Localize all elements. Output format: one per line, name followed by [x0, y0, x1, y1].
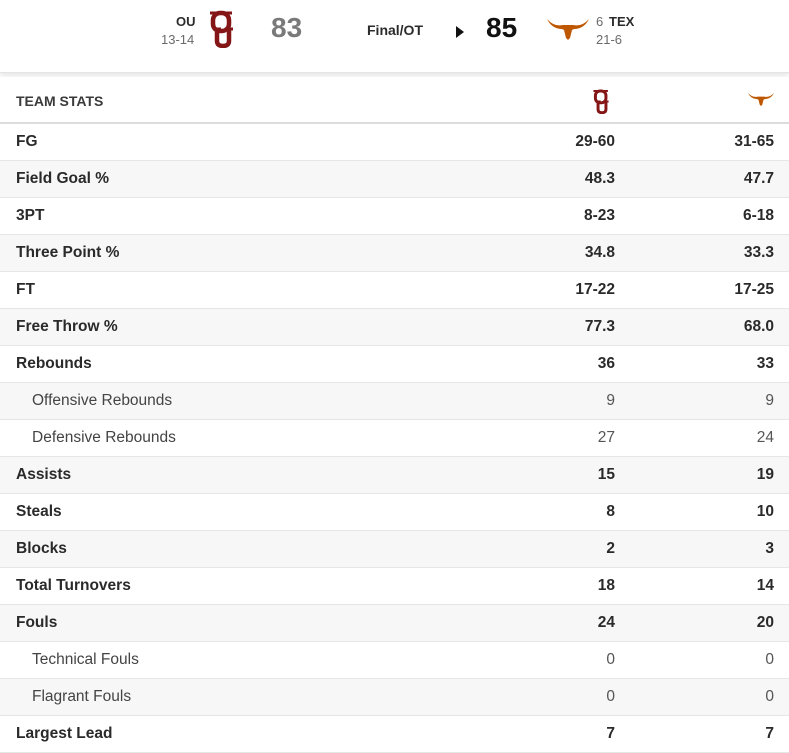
- stat-value-tex: 0: [765, 688, 774, 705]
- stat-row: 3PT 8-23 6-18: [0, 198, 789, 235]
- winner-arrow-icon: [456, 25, 464, 43]
- stat-row: Assists 15 19: [0, 457, 789, 494]
- stat-value-ou: 9: [606, 392, 615, 409]
- stat-value-tex: 47.7: [743, 170, 774, 187]
- stat-label: Flagrant Fouls: [32, 688, 132, 705]
- stat-value-ou: 27: [597, 429, 615, 446]
- game-status: Final/OT: [367, 22, 423, 38]
- stat-value-tex: 9: [765, 392, 774, 409]
- longhorn-logo-icon[interactable]: [546, 16, 590, 45]
- stat-value-ou: 0: [606, 688, 615, 705]
- scoreboard: OU 13-14 83 Final/OT 85 6 TEX 21-6: [0, 0, 789, 73]
- stat-label: Largest Lead: [16, 725, 113, 742]
- stat-value-ou: 34.8: [584, 244, 615, 261]
- home-team-rank: 6: [596, 14, 604, 29]
- stat-row: Blocks 2 3: [0, 531, 789, 568]
- stat-row: Steals 8 10: [0, 494, 789, 531]
- stat-value-tex: 3: [765, 540, 774, 557]
- stat-value-tex: 33.3: [743, 244, 774, 261]
- stat-row: Field Goal % 48.3 47.7: [0, 161, 789, 198]
- stat-label: Three Point %: [16, 244, 120, 261]
- stat-label: Assists: [16, 466, 72, 483]
- stat-value-tex: 17-25: [734, 281, 774, 298]
- stat-label: Field Goal %: [16, 170, 110, 187]
- stat-value-tex: 68.0: [743, 318, 774, 335]
- stat-label: Defensive Rebounds: [32, 429, 176, 446]
- stat-row: Flagrant Fouls 0 0: [0, 679, 789, 716]
- stat-label: Offensive Rebounds: [32, 392, 173, 409]
- stat-value-ou: 0: [606, 651, 615, 668]
- stat-label: Rebounds: [16, 355, 92, 372]
- stat-value-tex: 24: [756, 429, 774, 446]
- stat-row: Fouls 24 20: [0, 605, 789, 642]
- stat-label: 3PT: [16, 207, 45, 224]
- stat-value-ou: 77.3: [584, 318, 615, 335]
- stat-value-tex: 19: [756, 466, 774, 483]
- stat-value-ou: 18: [597, 577, 615, 594]
- away-team-abbr[interactable]: OU: [176, 14, 196, 29]
- stat-value-ou: 24: [597, 614, 615, 631]
- stat-value-tex: 33: [756, 355, 774, 372]
- stat-value-ou: 29-60: [575, 133, 615, 150]
- stat-value-tex: 20: [756, 614, 774, 631]
- home-team-record: 21-6: [596, 32, 623, 47]
- stat-value-ou: 15: [597, 466, 615, 483]
- stat-row: Three Point % 34.8 33.3: [0, 235, 789, 272]
- stat-value-ou: 8-23: [583, 207, 615, 224]
- home-score: 85: [486, 12, 518, 43]
- stat-label: FG: [16, 133, 38, 150]
- stat-value-ou: 36: [597, 355, 615, 372]
- stat-row: Largest Lead 7 7: [0, 716, 789, 753]
- stat-value-ou: 8: [606, 503, 615, 520]
- team-stats-title: TEAM STATS: [16, 93, 104, 109]
- stat-label: Blocks: [16, 540, 67, 557]
- stat-value-tex: 0: [765, 651, 774, 668]
- stat-rows: FG 29-60 31-65 Field Goal % 48.3 47.7 3PT 8-23 6…: [0, 124, 789, 753]
- longhorn-logo-icon: [747, 91, 775, 111]
- stat-row: Defensive Rebounds 27 24: [0, 420, 789, 457]
- stat-row: Offensive Rebounds 9 9: [0, 383, 789, 420]
- stat-value-ou: 7: [606, 725, 615, 742]
- stat-value-tex: 31-65: [734, 133, 774, 150]
- stat-label: Free Throw %: [16, 318, 118, 335]
- stat-value-tex: 7: [765, 725, 774, 742]
- stat-value-ou: 17-22: [575, 281, 615, 298]
- stat-row: Total Turnovers 18 14: [0, 568, 789, 605]
- home-team-abbr[interactable]: TEX: [609, 14, 635, 29]
- stat-row: Rebounds 36 33: [0, 346, 789, 383]
- away-score: 83: [271, 12, 303, 43]
- stat-value-tex: 10: [756, 503, 774, 520]
- stat-value-ou: 2: [606, 540, 615, 557]
- stat-label: Fouls: [16, 614, 58, 631]
- stat-row: Free Throw % 77.3 68.0: [0, 309, 789, 346]
- stat-label: Technical Fouls: [32, 651, 139, 668]
- stat-row: FG 29-60 31-65: [0, 124, 789, 161]
- away-team-record: 13-14: [161, 32, 195, 47]
- ou-logo-icon[interactable]: [208, 10, 238, 53]
- stat-label: Total Turnovers: [16, 577, 131, 594]
- stat-value-tex: 6-18: [742, 207, 774, 224]
- ou-logo-icon: [592, 89, 612, 119]
- stat-value-ou: 48.3: [584, 170, 615, 187]
- stat-label: FT: [16, 281, 35, 298]
- stat-label: Steals: [16, 503, 62, 520]
- stat-row: Technical Fouls 0 0: [0, 642, 789, 679]
- stat-value-tex: 14: [756, 577, 774, 594]
- team-stats-table: TEAM STATS FG 29-60 31-65 Field Goal % 4: [0, 77, 789, 753]
- team-stats-header: TEAM STATS: [0, 77, 789, 124]
- stat-row: FT 17-22 17-25: [0, 272, 789, 309]
